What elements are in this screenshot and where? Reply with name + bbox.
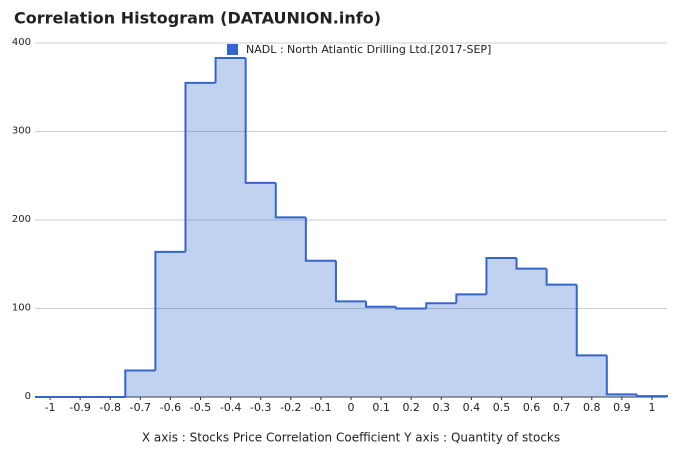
x-tick-label: 0.3: [433, 401, 451, 414]
bar: [245, 182, 276, 397]
bar-outline: [605, 355, 637, 396]
x-tick-label: -0.9: [69, 401, 90, 414]
y-tick-label: 400: [12, 37, 31, 48]
bar-outline: [425, 302, 457, 309]
bar: [155, 251, 186, 397]
bar-outline: [515, 258, 547, 270]
bar-outline: [244, 58, 276, 184]
bar: [576, 355, 607, 397]
x-tick-label: -0.7: [130, 401, 151, 414]
bar: [275, 217, 306, 397]
bar: [335, 301, 367, 397]
bar-outline: [365, 301, 397, 308]
bar-outline: [395, 306, 427, 310]
legend-label: NADL : North Atlantic Drilling Ltd.[2017…: [246, 43, 491, 56]
bar: [486, 258, 517, 397]
bar-outline: [545, 268, 577, 286]
x-tick-label: 0: [348, 401, 355, 414]
x-tick-label: -0.2: [280, 401, 301, 414]
x-tick-label: -0.4: [220, 401, 241, 414]
bar-outline: [304, 217, 336, 262]
bar: [396, 308, 427, 397]
x-tick-label: -0.1: [310, 401, 331, 414]
x-tick-label: 0.4: [463, 401, 481, 414]
bar-outline: [274, 182, 306, 219]
bar-outline: [184, 81, 216, 252]
bar-outline: [214, 57, 246, 83]
y-tick-label: 300: [12, 126, 31, 137]
y-tick-label: 100: [12, 303, 31, 314]
bar: [305, 260, 336, 397]
bar: [516, 268, 547, 397]
x-tick-label: -0.5: [190, 401, 211, 414]
bar-outline: [334, 260, 367, 303]
x-tick-label: -0.3: [250, 401, 271, 414]
x-tick-label: 0.9: [613, 401, 631, 414]
chart-title: Correlation Histogram (DATAUNION.info): [14, 9, 381, 28]
y-tick-label: 200: [12, 214, 31, 225]
bar-outline: [455, 293, 487, 304]
bar: [366, 306, 397, 397]
x-tick-label: 0.6: [523, 401, 541, 414]
bar: [426, 303, 457, 397]
x-tick-label: -0.8: [100, 401, 121, 414]
x-tick-label: 0.8: [583, 401, 601, 414]
x-tick-label: -0.6: [160, 401, 181, 414]
y-tick-label: 0: [25, 391, 31, 402]
x-tick-label: 0.2: [402, 401, 420, 414]
bar-outline: [154, 250, 186, 371]
bar-outline: [485, 257, 517, 295]
x-tick-label: 1: [648, 401, 655, 414]
bar-outline: [124, 369, 156, 397]
x-tick-label: -1: [45, 401, 56, 414]
bar: [125, 370, 156, 397]
bar: [215, 58, 246, 398]
bar-outline: [635, 394, 668, 398]
bar: [185, 82, 216, 397]
x-axis-label: X axis : Stocks Price Correlation Coeffi…: [142, 431, 560, 445]
x-tick-label: 0.7: [553, 401, 571, 414]
x-tick-label: 0.5: [493, 401, 511, 414]
legend-swatch: [227, 44, 238, 55]
bar: [606, 394, 637, 397]
x-tick-label: 0.1: [372, 401, 390, 414]
bar: [546, 284, 577, 397]
bar: [456, 294, 487, 397]
bar-outline: [575, 284, 607, 357]
